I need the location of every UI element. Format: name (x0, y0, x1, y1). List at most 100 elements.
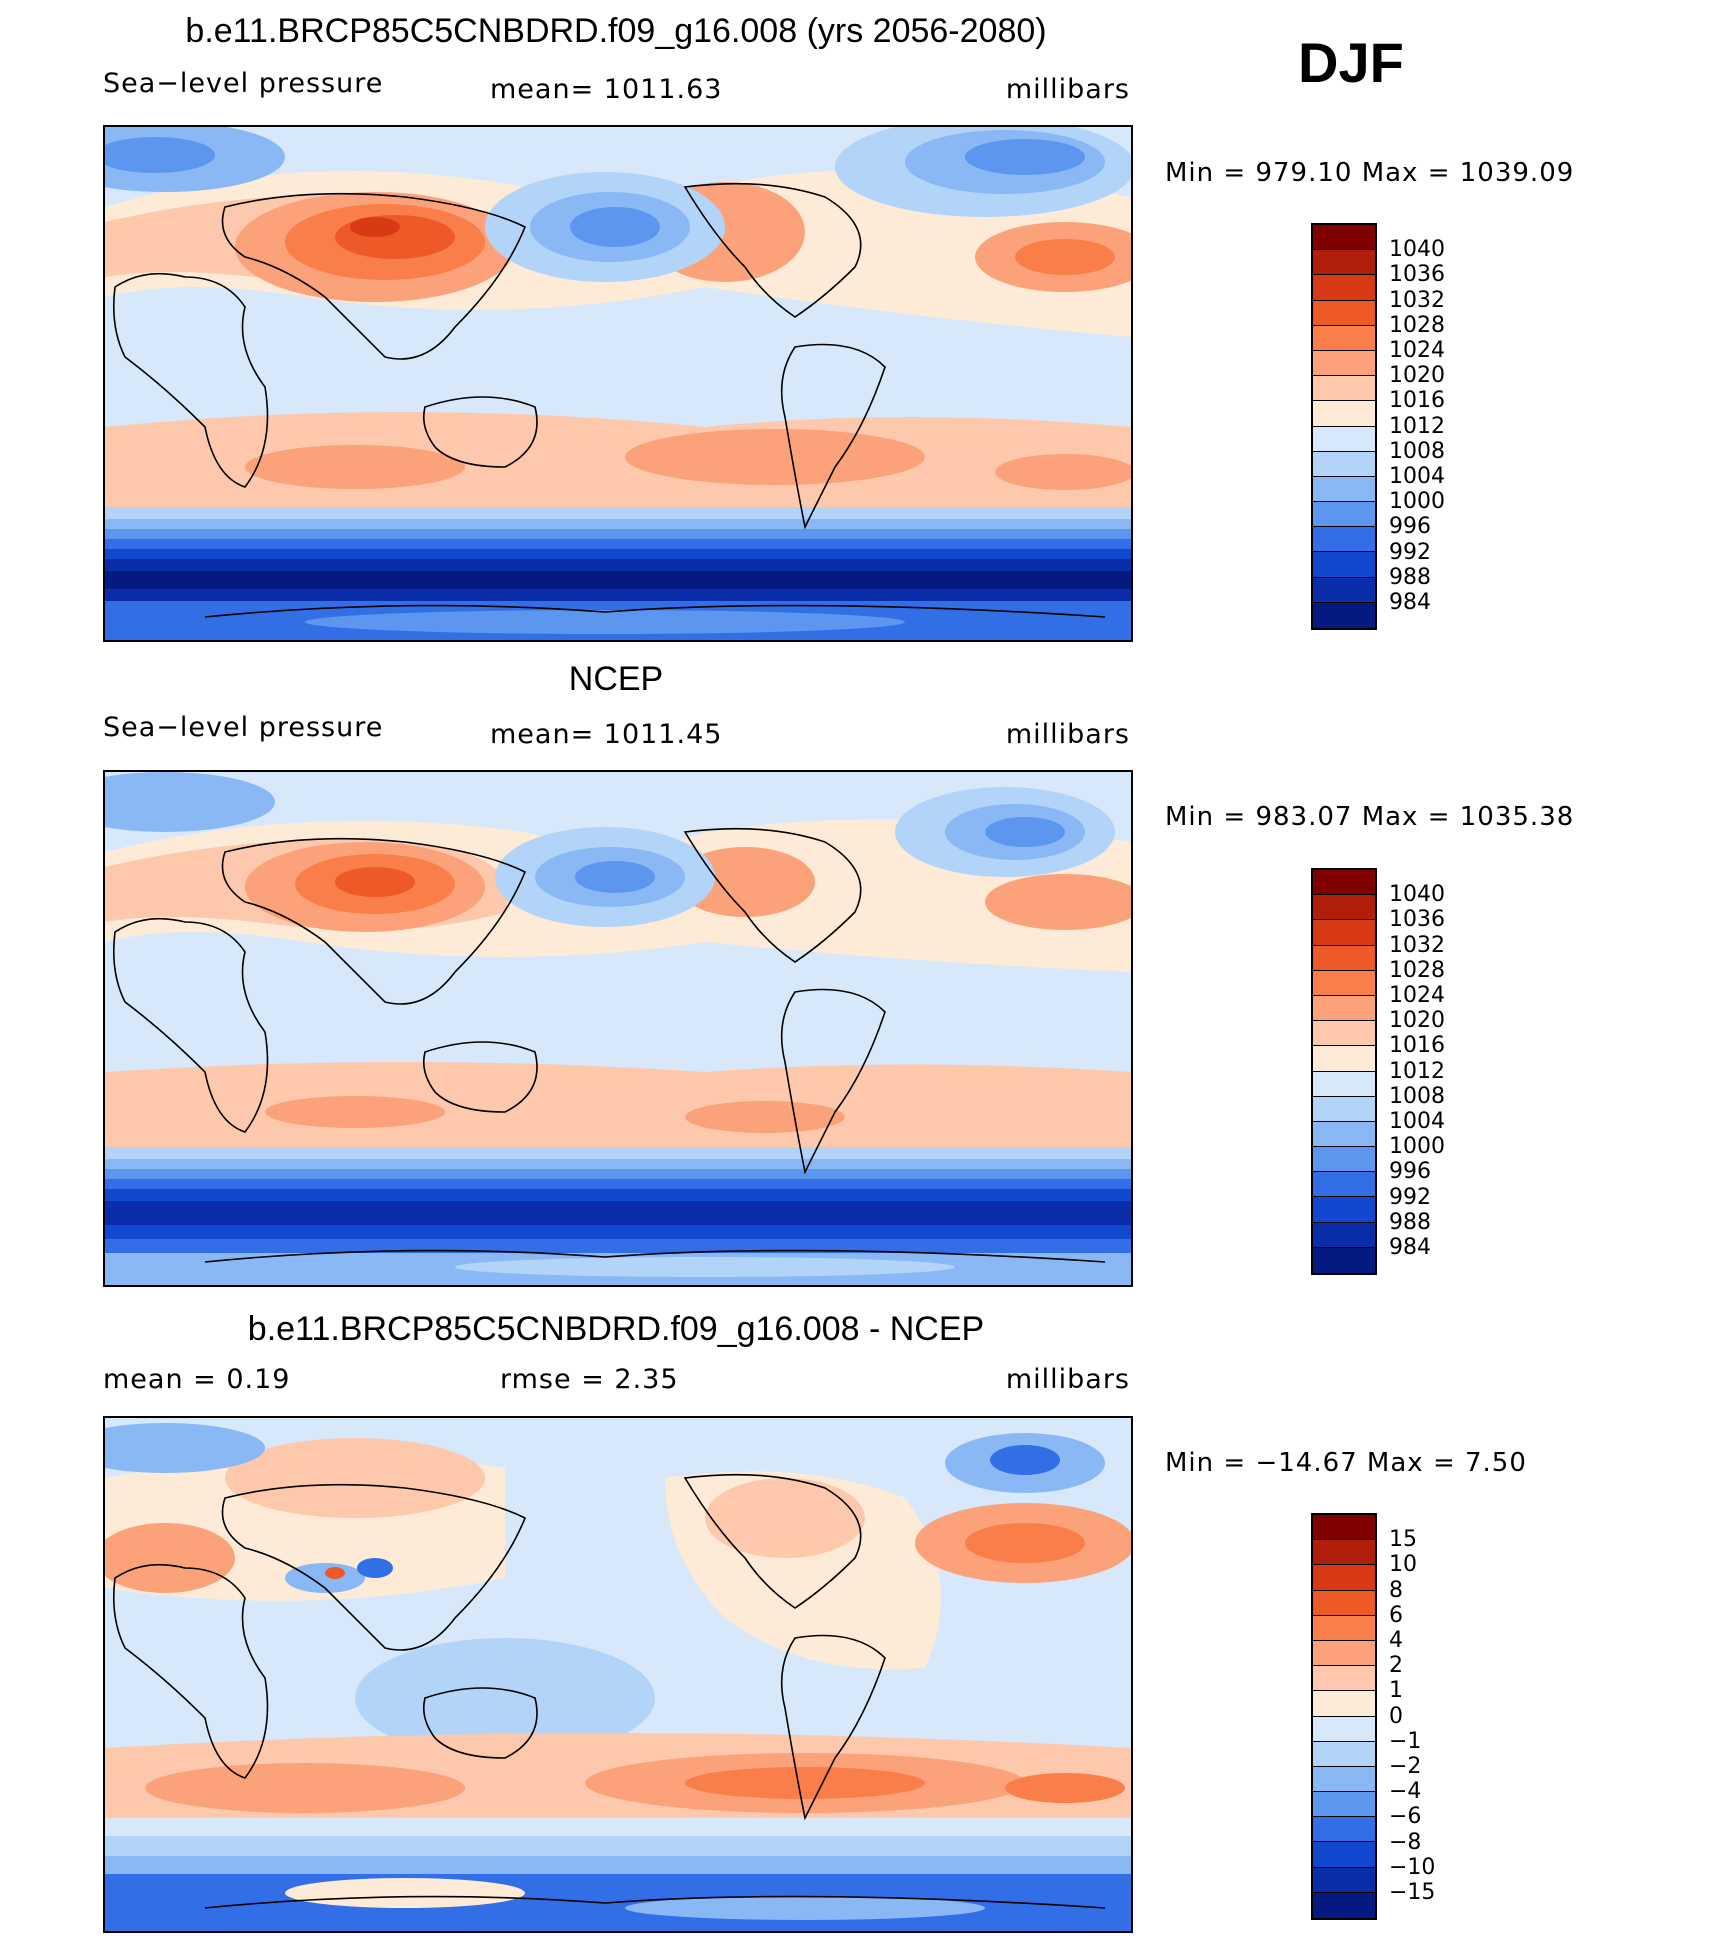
colorbar-segment (1313, 1691, 1375, 1717)
colorbar-segment (1313, 1197, 1375, 1223)
colorbar-tick-label: 988 (1389, 1209, 1431, 1235)
colorbar-tick-label: −4 (1389, 1779, 1422, 1805)
colorbar-segment (1313, 1021, 1375, 1047)
colorbar-tick-label: −2 (1389, 1754, 1422, 1779)
colorbar-tick-label: 984 (1389, 1235, 1431, 1260)
colorbar-tick-label: 1024 (1389, 983, 1445, 1008)
colorbar-segment (1313, 1867, 1375, 1893)
colorbar-segment (1313, 1741, 1375, 1767)
colorbar-segment (1313, 476, 1375, 503)
colorbar-tick-label: −8 (1389, 1829, 1422, 1855)
colorbar-tick-label: 984 (1389, 590, 1431, 615)
colorbar-segment (1313, 870, 1375, 896)
colorbar-tick-label: 988 (1389, 564, 1431, 590)
colorbar-tick-label: 992 (1389, 1184, 1431, 1210)
colorbar-segment (1313, 401, 1375, 427)
colorbar-segment (1313, 1615, 1375, 1641)
colorbar-segment (1313, 1222, 1375, 1248)
panel-2-variable-label: Sea−level pressure (103, 712, 384, 743)
panel-2-mean-label: mean= 1011.45 (490, 719, 723, 750)
colorbar-tick-label: 1000 (1389, 1134, 1445, 1160)
panel-1-minmax: Min = 979.10 Max = 1039.09 (1165, 158, 1575, 188)
colorbar-tick-label: 996 (1389, 1159, 1431, 1185)
colorbar-segment (1313, 602, 1375, 628)
panel-3-colorbar (1311, 1513, 1377, 1920)
colorbar-tick-label: 2 (1389, 1653, 1403, 1679)
colorbar-tick-label: 1004 (1389, 1109, 1445, 1134)
panel-2-units-label: millibars (1005, 719, 1130, 750)
colorbar-segment (1313, 1565, 1375, 1591)
panel-2-minmax: Min = 983.07 Max = 1035.38 (1165, 802, 1575, 832)
colorbar-tick-label: 1012 (1389, 413, 1445, 439)
colorbar-segment (1313, 376, 1375, 402)
colorbar-segment (1313, 527, 1375, 553)
colorbar-segment (1313, 1842, 1375, 1868)
colorbar-tick-label: 10 (1389, 1552, 1417, 1578)
colorbar-segment (1313, 945, 1375, 971)
colorbar-tick-label: 15 (1389, 1527, 1417, 1553)
colorbar-tick-label: 1008 (1389, 1083, 1445, 1109)
colorbar-segment (1313, 1540, 1375, 1566)
colorbar-segment (1313, 1892, 1375, 1918)
colorbar-segment (1313, 995, 1375, 1022)
colorbar-segment (1313, 1640, 1375, 1667)
panel-3-mean-label: mean = 0.19 (103, 1364, 291, 1395)
colorbar-segment (1313, 1121, 1375, 1148)
colorbar-segment (1313, 552, 1375, 578)
colorbar-segment (1313, 1247, 1375, 1273)
colorbar-tick-label: 1032 (1389, 932, 1445, 958)
colorbar-segment (1313, 1046, 1375, 1072)
panel-1-variable-label: Sea−level pressure (103, 68, 384, 99)
colorbar-segment (1313, 225, 1375, 251)
panel-3-minmax: Min = −14.67 Max = 7.50 (1165, 1448, 1527, 1478)
colorbar-segment (1313, 275, 1375, 301)
colorbar-segment (1313, 970, 1375, 996)
colorbar-tick-label: 1036 (1389, 262, 1445, 288)
colorbar-segment (1313, 1716, 1375, 1742)
colorbar-tick-label: 8 (1389, 1577, 1403, 1603)
colorbar-tick-label: 1028 (1389, 312, 1445, 338)
colorbar-tick-label: 996 (1389, 514, 1431, 540)
colorbar-segment (1313, 1817, 1375, 1843)
colorbar-tick-label: 1040 (1389, 882, 1445, 908)
colorbar-segment (1313, 1096, 1375, 1122)
colorbar-segment (1313, 920, 1375, 946)
colorbar-segment (1313, 451, 1375, 477)
panel-1-title: b.e11.BRCP85C5CNBDRD.f09_g16.008 (yrs 20… (185, 12, 1047, 50)
colorbar-segment (1313, 300, 1375, 326)
colorbar-tick-label: −1 (1389, 1728, 1422, 1754)
panel-1-colorbar (1311, 223, 1377, 630)
colorbar-tick-label: 1016 (1389, 388, 1445, 414)
panel-3-title: b.e11.BRCP85C5CNBDRD.f09_g16.008 - NCEP (247, 1310, 985, 1348)
colorbar-segment (1313, 1172, 1375, 1198)
colorbar-segment (1313, 1515, 1375, 1541)
colorbar-tick-label: 4 (1389, 1628, 1403, 1653)
panel-3-units-label: millibars (1005, 1364, 1130, 1395)
colorbar-tick-label: 6 (1389, 1602, 1403, 1628)
colorbar-tick-label: 1032 (1389, 287, 1445, 313)
colorbar-tick-label: 1008 (1389, 438, 1445, 464)
panel-1-units-label: millibars (1005, 74, 1130, 105)
colorbar-tick-label: −10 (1389, 1854, 1436, 1880)
colorbar-tick-label: 1012 (1389, 1058, 1445, 1084)
colorbar-tick-label: −15 (1389, 1880, 1436, 1905)
colorbar-tick-label: 1000 (1389, 489, 1445, 515)
colorbar-segment (1313, 895, 1375, 921)
panel-1-map (103, 125, 1133, 642)
colorbar-segment (1313, 350, 1375, 377)
panel-2-colorbar (1311, 868, 1377, 1275)
colorbar-segment (1313, 502, 1375, 528)
colorbar-tick-label: 1020 (1389, 1008, 1445, 1034)
colorbar-segment (1313, 577, 1375, 603)
colorbar-segment (1313, 1766, 1375, 1793)
colorbar-tick-label: 1036 (1389, 907, 1445, 933)
colorbar-tick-label: 1 (1389, 1678, 1403, 1704)
colorbar-tick-label: 1020 (1389, 363, 1445, 389)
panel-1-mean-label: mean= 1011.63 (490, 74, 723, 105)
panel-3-rmse-label: rmse = 2.35 (500, 1364, 679, 1395)
colorbar-segment (1313, 250, 1375, 276)
colorbar-tick-label: 1024 (1389, 338, 1445, 363)
colorbar-segment (1313, 1071, 1375, 1097)
colorbar-segment (1313, 426, 1375, 452)
colorbar-segment (1313, 1147, 1375, 1173)
